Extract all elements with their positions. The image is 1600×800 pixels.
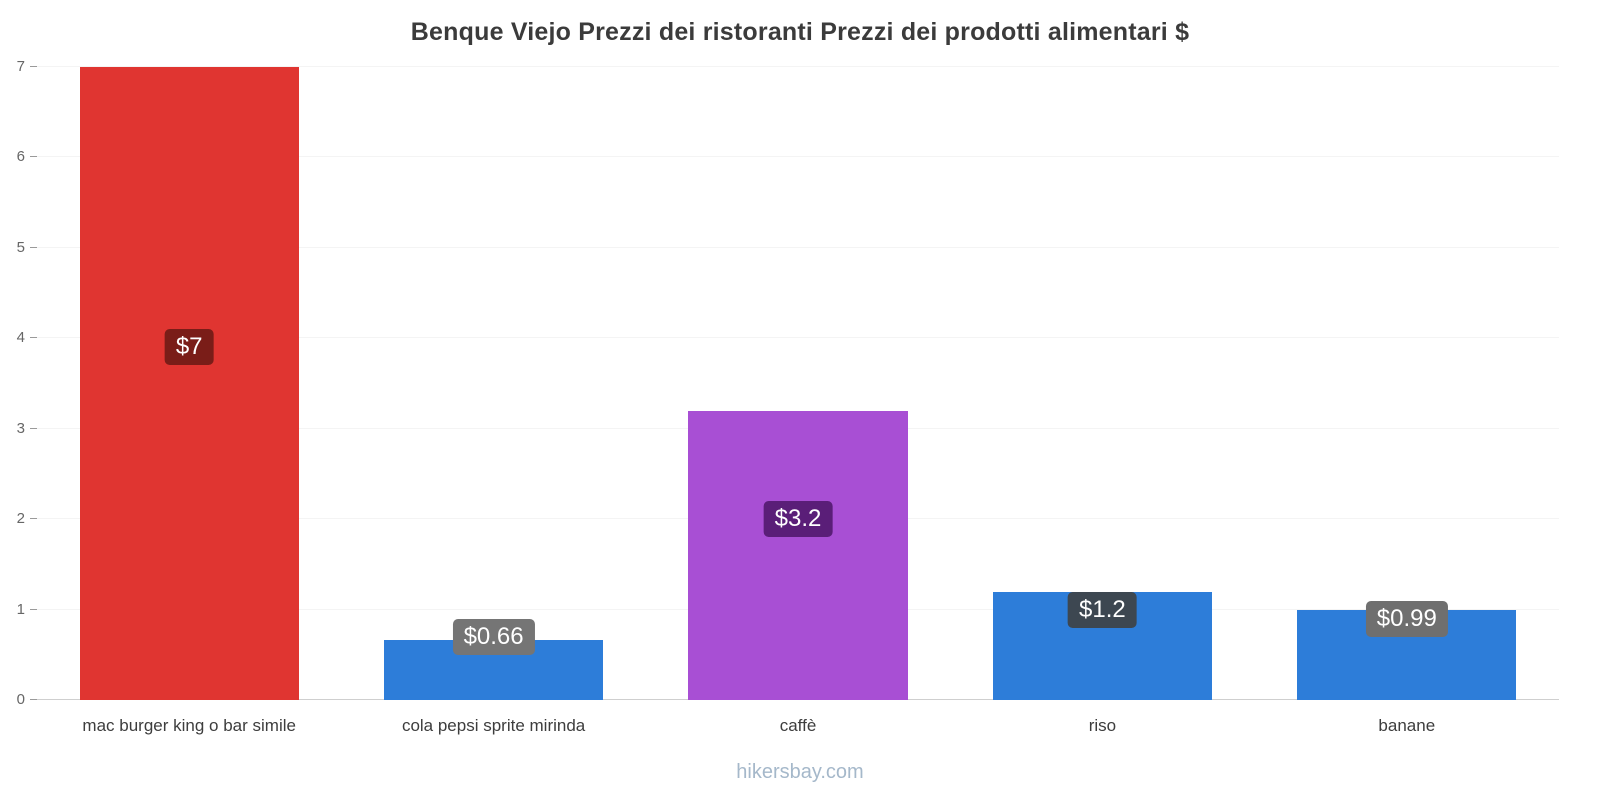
y-axis-tick <box>30 246 37 248</box>
y-axis-label: 7 <box>16 58 25 75</box>
y-axis-label: 6 <box>16 148 25 166</box>
y-axis-label: 0 <box>16 691 25 708</box>
gridline <box>37 156 1559 158</box>
bar-3 <box>688 410 908 700</box>
value-badge: $1.2 <box>1068 591 1137 628</box>
value-badge: $0.99 <box>1365 600 1448 637</box>
x-axis-category-label: caffè <box>779 716 817 735</box>
y-axis-label: 4 <box>16 329 25 347</box>
y-axis-tick <box>30 156 37 158</box>
watermark-hikersbay: hikersbay.com <box>736 761 864 783</box>
x-axis-category-label: mac burger king o bar simile <box>82 716 296 735</box>
gridline <box>37 66 1559 67</box>
x-axis-category-label: cola pepsi sprite mirinda <box>401 716 586 735</box>
y-axis-tick <box>30 608 37 610</box>
y-axis-label: 1 <box>16 600 25 618</box>
bar-1 <box>79 67 299 700</box>
y-axis-tick <box>30 337 37 339</box>
x-axis-category-label: banane <box>1378 716 1436 735</box>
value-badge: $3.2 <box>763 501 833 538</box>
chart-title: Benque Viejo Prezzi dei ristoranti Prezz… <box>410 18 1190 46</box>
y-axis-tick <box>30 518 37 520</box>
y-axis-tick <box>30 66 37 67</box>
y-axis-label: 5 <box>16 238 25 256</box>
gridline <box>37 246 1559 248</box>
y-axis-label: 2 <box>16 510 25 528</box>
y-axis-label: 3 <box>16 419 25 437</box>
gridline <box>37 337 1559 339</box>
value-badge: $7 <box>164 329 214 366</box>
y-axis-tick <box>30 427 37 429</box>
y-axis-tick <box>30 699 37 700</box>
plot-area: 0 1 2 3 4 5 6 7 $7 mac burger king o bar simile $0… <box>17 58 1559 735</box>
x-axis-category-label: riso <box>1088 716 1117 735</box>
value-badge: $0.66 <box>452 618 535 655</box>
